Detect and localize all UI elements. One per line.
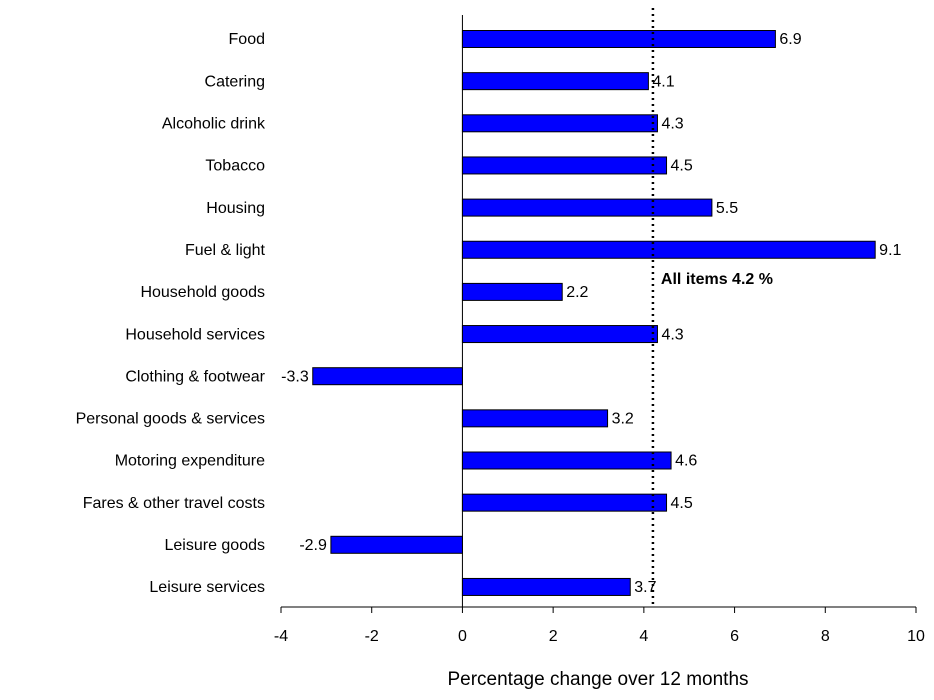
y-tick-label: Leisure goods [164,537,265,554]
bar [461,577,631,596]
bar [461,198,713,217]
value-label: 6.9 [779,31,801,48]
x-tick-label: 8 [821,628,830,645]
y-tick-label: Fuel & light [185,242,266,259]
y-tick-label: Personal goods & services [76,411,265,428]
bar [461,325,658,344]
bar [461,409,609,428]
value-label: 4.3 [661,116,683,133]
y-tick-label: Leisure services [149,579,265,596]
bar [461,240,876,259]
x-tick-label: -4 [274,628,288,645]
x-tick-label: 10 [907,628,925,645]
value-label: 4.3 [661,326,683,343]
value-label: 3.2 [612,411,634,428]
x-tick-label: 0 [458,628,467,645]
value-label: 4.6 [675,453,697,470]
y-tick-label: Household goods [140,284,265,301]
value-label: 9.1 [879,242,901,259]
value-label: 5.5 [716,200,738,217]
x-tick-label: 4 [639,628,648,645]
value-label: 3.7 [634,579,656,596]
bar [312,367,463,386]
y-tick-label: Clothing & footwear [125,368,265,385]
value-label: 4.5 [671,495,693,512]
bar [461,493,668,512]
y-tick-label: Household services [125,326,265,343]
bar [461,156,668,175]
x-tick-label: 6 [730,628,739,645]
x-axis-title: Percentage change over 12 months [447,669,748,690]
y-tick-label: Catering [205,73,265,90]
y-tick-label: Alcoholic drink [162,116,266,133]
value-label: 4.1 [652,73,674,90]
y-tick-label: Housing [206,200,265,217]
bar [461,282,563,301]
value-label: -3.3 [281,368,309,385]
y-tick-label: Motoring expenditure [115,453,265,470]
x-tick-label: 2 [549,628,558,645]
bar [330,535,463,554]
annotation: All items 4.2 % [661,271,773,288]
y-tick-label: Food [229,31,265,48]
bar [461,30,776,48]
y-tick-label: Tobacco [205,158,265,175]
bar [461,72,649,91]
value-label: -2.9 [299,537,327,554]
value-label: 2.2 [566,284,588,301]
bar [461,114,658,133]
bar [461,451,672,470]
y-tick-label: Fares & other travel costs [83,495,265,512]
x-tick-label: -2 [365,628,379,645]
value-label: 4.5 [671,158,693,175]
